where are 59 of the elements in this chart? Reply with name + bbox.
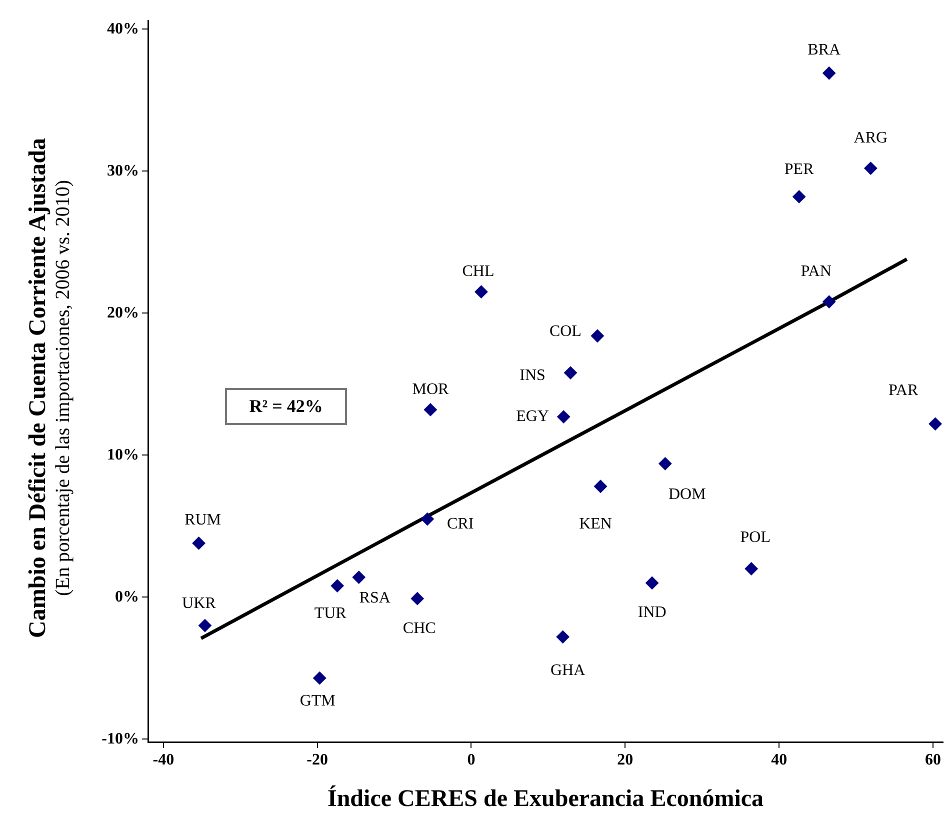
annotation: COL	[549, 323, 582, 340]
x-tick-label: 40	[771, 752, 788, 769]
point	[658, 457, 672, 470]
point	[646, 576, 659, 590]
annotation: MOR	[412, 380, 449, 398]
point	[822, 66, 836, 80]
point	[192, 536, 206, 550]
point	[474, 285, 488, 298]
point	[564, 366, 578, 380]
annotation: DOM	[668, 486, 706, 503]
annotation: GTM	[300, 692, 336, 710]
x-tick-label: 0	[467, 752, 476, 769]
point	[557, 410, 570, 424]
annotation: INS	[520, 366, 546, 384]
point	[864, 162, 878, 175]
point	[424, 403, 437, 416]
annotation: BRA	[808, 41, 841, 58]
x-axis-title: Índice CERES de Exuberancia Económica	[327, 784, 764, 812]
annotation: CHL	[462, 263, 494, 280]
annotation: POL	[740, 528, 770, 546]
point	[556, 630, 570, 644]
y-tick-label: 20%	[107, 304, 139, 322]
point	[352, 570, 366, 584]
y-tick-label: 40%	[107, 20, 139, 38]
point	[313, 672, 326, 685]
point	[594, 480, 608, 493]
annotation: CHC	[402, 620, 436, 637]
annotation: PAR	[888, 382, 918, 400]
x-tick-label: -40	[152, 752, 174, 769]
annotation: ARG	[854, 129, 888, 146]
point	[928, 417, 942, 430]
point	[792, 190, 806, 204]
annotation: PAN	[800, 262, 832, 280]
annotation: EGY	[516, 408, 550, 426]
y-axis-title: Cambio en Déficit de Cuenta Corriente Ajustada (En porcentaje de las importaciones, 2006 vs. 2010)	[25, 138, 75, 638]
y-tick-label: 10%	[107, 446, 139, 464]
annotation: R² = 42%	[225, 388, 347, 425]
point	[410, 592, 424, 606]
point	[590, 329, 604, 342]
x-tick-label: -20	[306, 752, 328, 769]
point	[198, 619, 212, 632]
annotation: IND	[638, 604, 666, 622]
annotation: GHA	[550, 662, 586, 680]
annotation: CRI	[447, 515, 474, 532]
annotation: KEN	[579, 516, 612, 533]
x-tick-label: 20	[617, 752, 634, 769]
point	[330, 579, 344, 592]
annotation: UKR	[182, 594, 216, 612]
annotation: TUR	[314, 604, 347, 622]
point	[744, 562, 758, 576]
point	[420, 512, 434, 526]
y-tick-label: -10%	[102, 730, 139, 748]
annotation: RUM	[184, 511, 222, 528]
annotation: PER	[784, 160, 814, 178]
x-tick-label: 60	[924, 752, 941, 769]
point	[822, 295, 836, 308]
annotation: RSA	[359, 589, 391, 606]
y-tick-label: 0%	[115, 588, 139, 606]
y-tick-label: 30%	[107, 162, 139, 180]
